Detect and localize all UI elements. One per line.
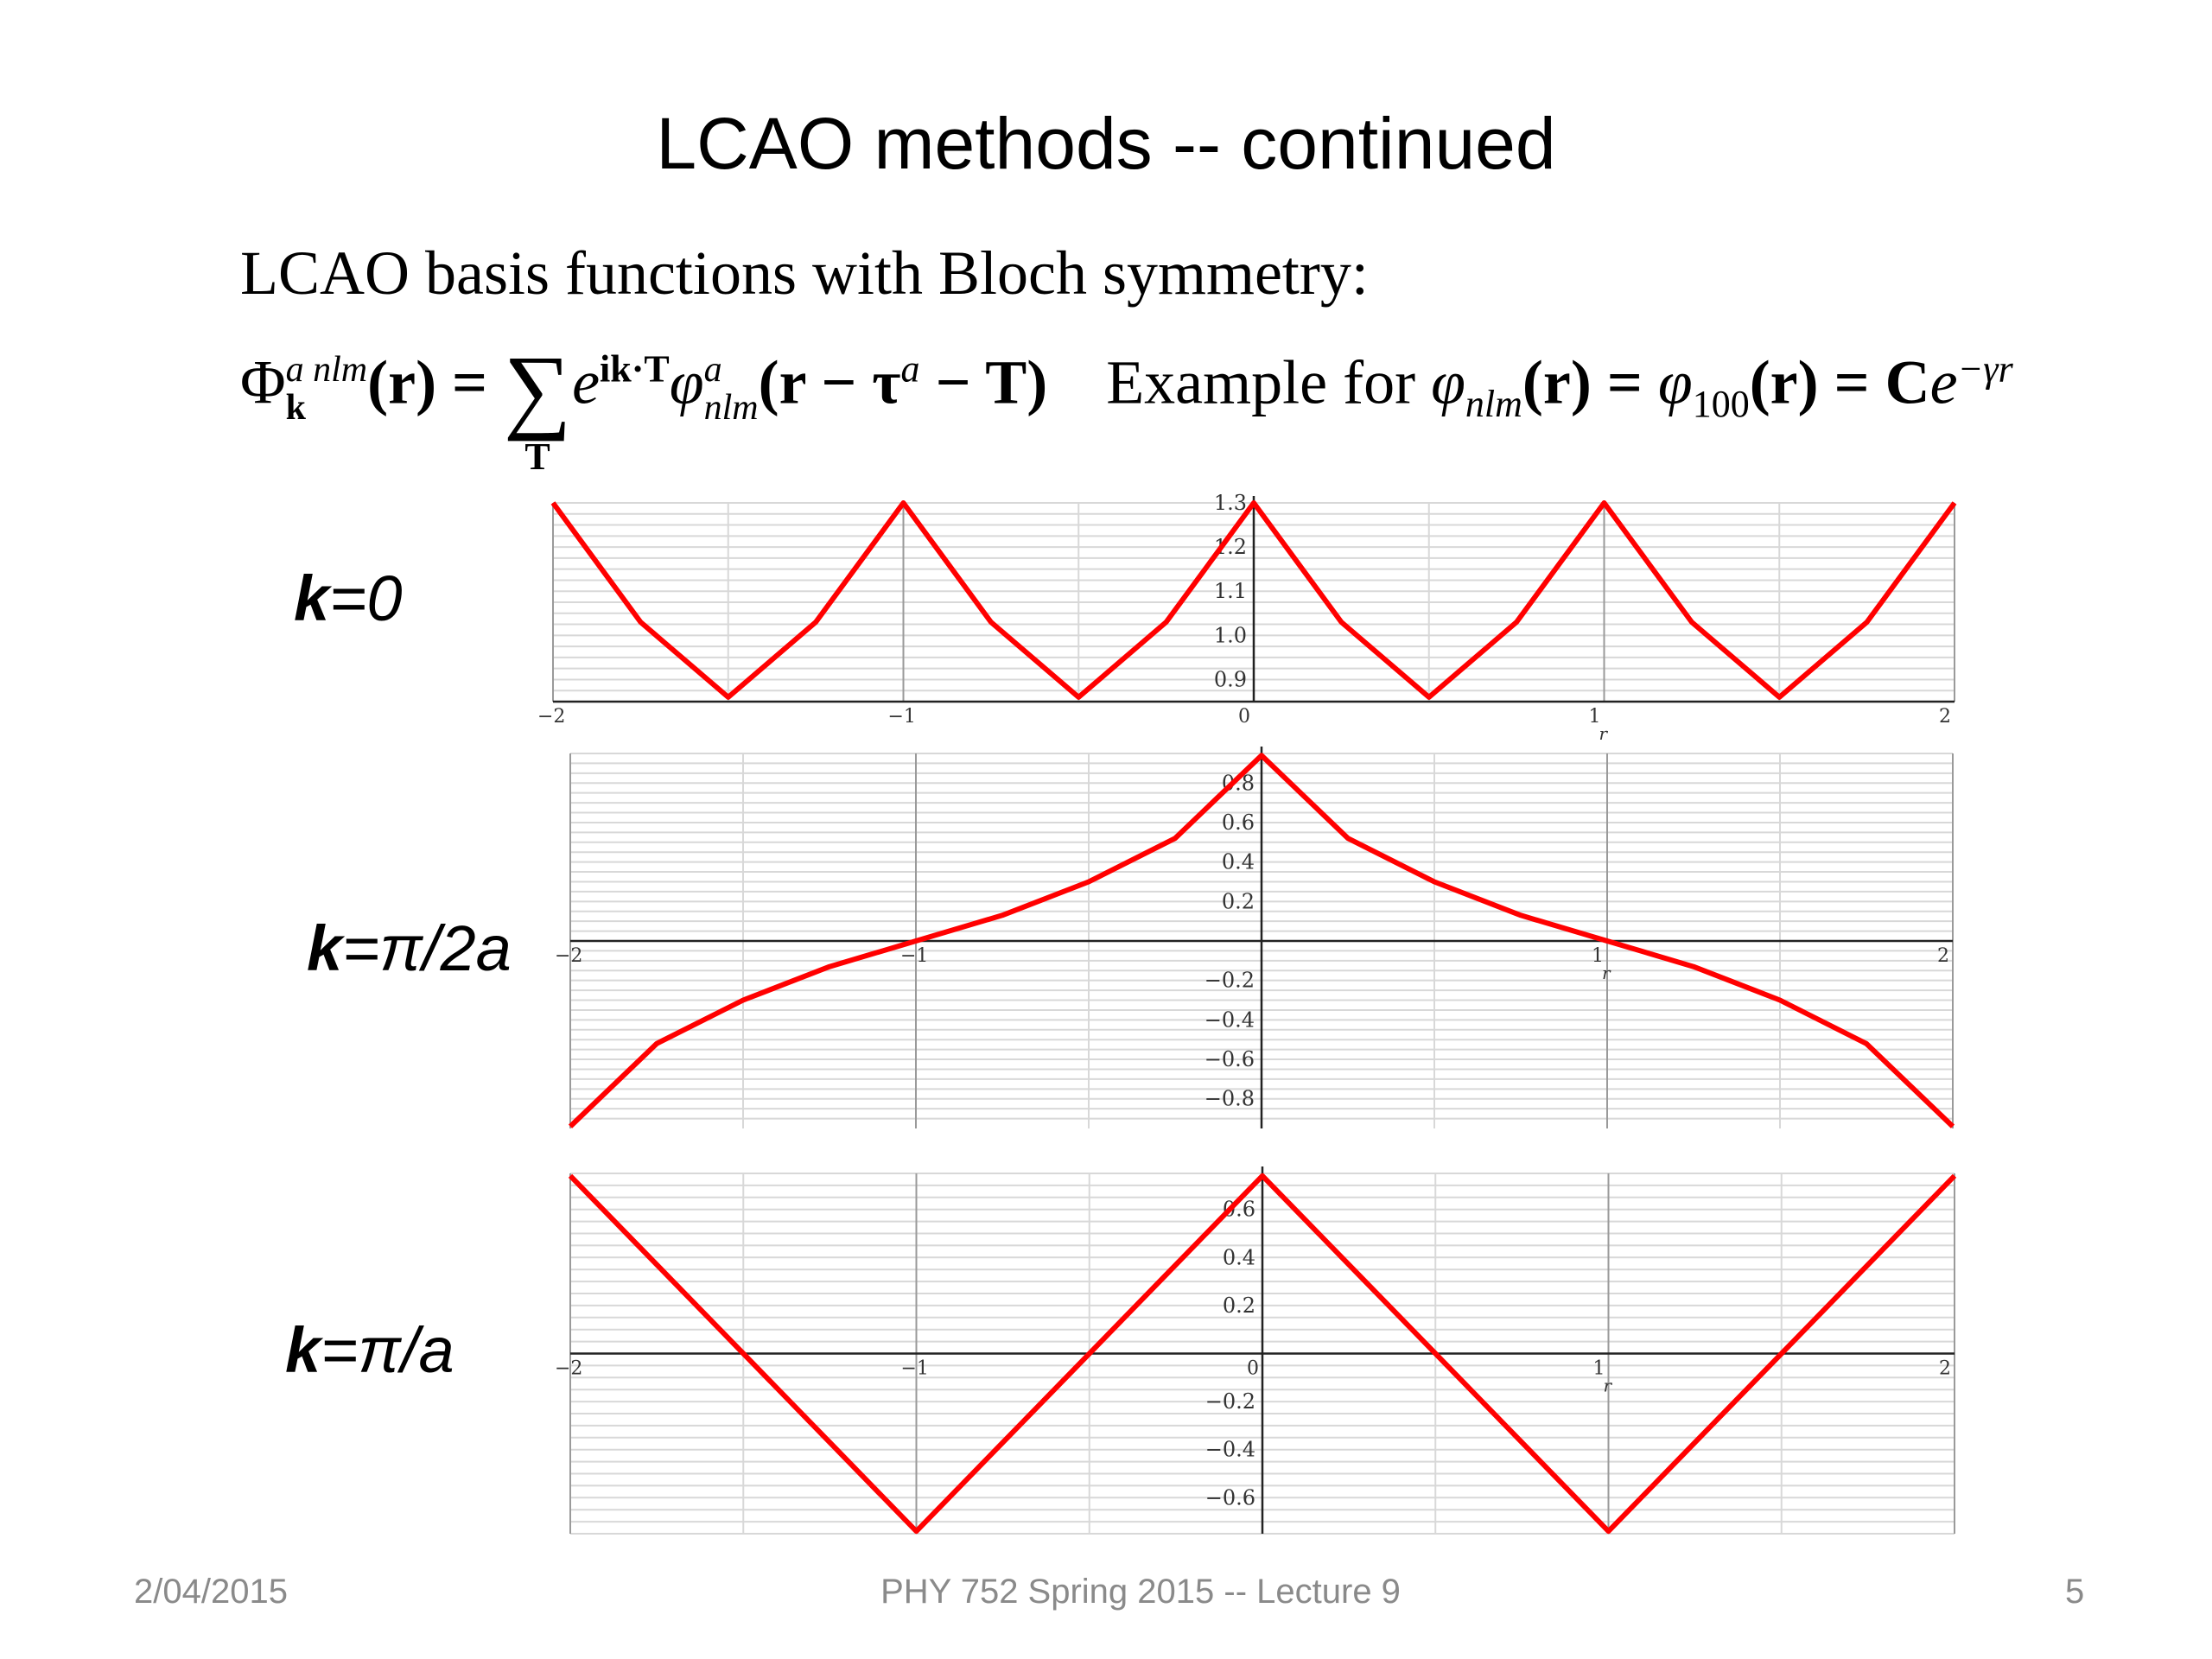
y-tick-label: 0.4 [1223, 1245, 1255, 1269]
y-tick-label: 1.0 [1214, 623, 1247, 647]
y-tick-label: 0.2 [1223, 1294, 1255, 1318]
eq-tau-sup: a [900, 347, 920, 391]
eq-lhs-sup: a nlm [285, 349, 368, 390]
footer-page-number: 5 [2065, 1573, 2085, 1611]
panel-label-k0: k=0 [294, 562, 403, 635]
eq-ex-phi1-sub: nlm [1465, 382, 1522, 425]
panel-label-k0-rest: =0 [329, 563, 403, 634]
x-tick-label: 1 [1593, 1358, 1605, 1380]
eq-paren-body: (r − τ [758, 347, 901, 417]
eq-r-arg: (r) = [367, 347, 488, 417]
eq-ex-end: (r) = C [1749, 347, 1930, 417]
y-tick-label: −0.4 [1205, 1007, 1255, 1032]
eq-phi: φ [669, 347, 704, 417]
x-tick-label: 1 [1592, 945, 1604, 967]
eq-ex-mid: (r) = [1522, 347, 1658, 417]
eq-exp-sup: ik·T [600, 347, 670, 391]
y-tick-label: −0.2 [1205, 1389, 1255, 1414]
footer-date: 2/04/2015 [134, 1573, 288, 1611]
panel-label-kpia: k=π/a [285, 1313, 454, 1387]
eq-lhs-sub: k [285, 388, 306, 428]
y-tick-label: −0.6 [1205, 1047, 1255, 1071]
x-tick-label: −2 [555, 1358, 582, 1380]
y-tick-label: −0.4 [1205, 1438, 1255, 1462]
x-axis-label: r [1604, 1376, 1613, 1396]
slide-title: LCAO methods -- continued [656, 103, 1556, 184]
x-tick-label: −1 [900, 945, 928, 967]
x-tick-label: 0 [1247, 1358, 1259, 1380]
y-tick-label: 0.9 [1214, 667, 1247, 691]
slide-subtitle: LCAO basis functions with Bloch symmetry… [240, 238, 1369, 308]
eq-ex-e: e [1929, 347, 1958, 417]
x-tick-label: 2 [1939, 706, 1951, 728]
panel-label-kpia-k: k [285, 1314, 321, 1386]
x-tick-label: −1 [901, 1358, 929, 1380]
x-axis-label: r [1599, 723, 1609, 744]
eq-sum-under: T [524, 435, 550, 478]
eq-Phi: Φ [240, 347, 286, 417]
x-tick-label: 1 [1589, 706, 1601, 728]
y-tick-label: 0.2 [1222, 889, 1255, 913]
eq-paren-tail: − T) [919, 347, 1048, 417]
chart-k0: −2 −1 0 1 20.91.01.11.21.3r [537, 491, 1957, 744]
chart-kpi2a: −2 −1 1 2−0.8−0.6−0.4−0.20.20.40.60.8r [555, 747, 1955, 1128]
eq-ex-phi2-sub: 100 [1692, 382, 1750, 425]
panel-label-kpi2a: k=π/2a [307, 912, 512, 985]
eq-sum-sign: ∑ [503, 336, 572, 442]
x-tick-label: −1 [888, 706, 916, 728]
eq-example-text: Example for [1106, 347, 1432, 417]
x-tick-label: 2 [1939, 1358, 1951, 1380]
panel-label-kpi2a-k: k [307, 912, 343, 984]
x-tick-label: −2 [537, 706, 565, 728]
eq-ex-e-sup: −γr [1957, 347, 2013, 391]
chart-kpia: −2 −1 0 1 2−0.6−0.4−0.20.20.40.6r [555, 1166, 1957, 1535]
panel-label-kpia-rest: =π/a [321, 1314, 454, 1386]
x-tick-label: 0 [1238, 706, 1250, 728]
x-axis-label: r [1602, 963, 1611, 983]
panel-label-k0-k: k [294, 563, 330, 634]
eq-phi-sub: nlm [703, 388, 759, 428]
panel-label-kpi2a-rest: =π/2a [342, 912, 512, 984]
y-tick-label: −0.2 [1205, 969, 1255, 993]
y-tick-label: 0.6 [1222, 810, 1255, 835]
eq-sum: ∑ T [503, 341, 572, 476]
y-tick-label: 0.4 [1222, 850, 1255, 874]
eq-ex-phi1: φ [1431, 347, 1465, 417]
footer-course: PHY 752 Spring 2015 -- Lecture 9 [880, 1573, 1401, 1611]
eq-ex-phi2: φ [1657, 347, 1693, 417]
eq-exp-base: e [572, 347, 601, 417]
x-tick-label: 2 [1937, 945, 1949, 967]
eq-phi-sup: a [703, 349, 722, 390]
y-tick-label: −0.8 [1205, 1087, 1255, 1111]
y-tick-label: 1.1 [1214, 579, 1247, 603]
x-tick-label: −2 [555, 945, 582, 967]
y-tick-label: 1.3 [1214, 491, 1247, 515]
y-tick-label: −0.6 [1205, 1485, 1255, 1510]
